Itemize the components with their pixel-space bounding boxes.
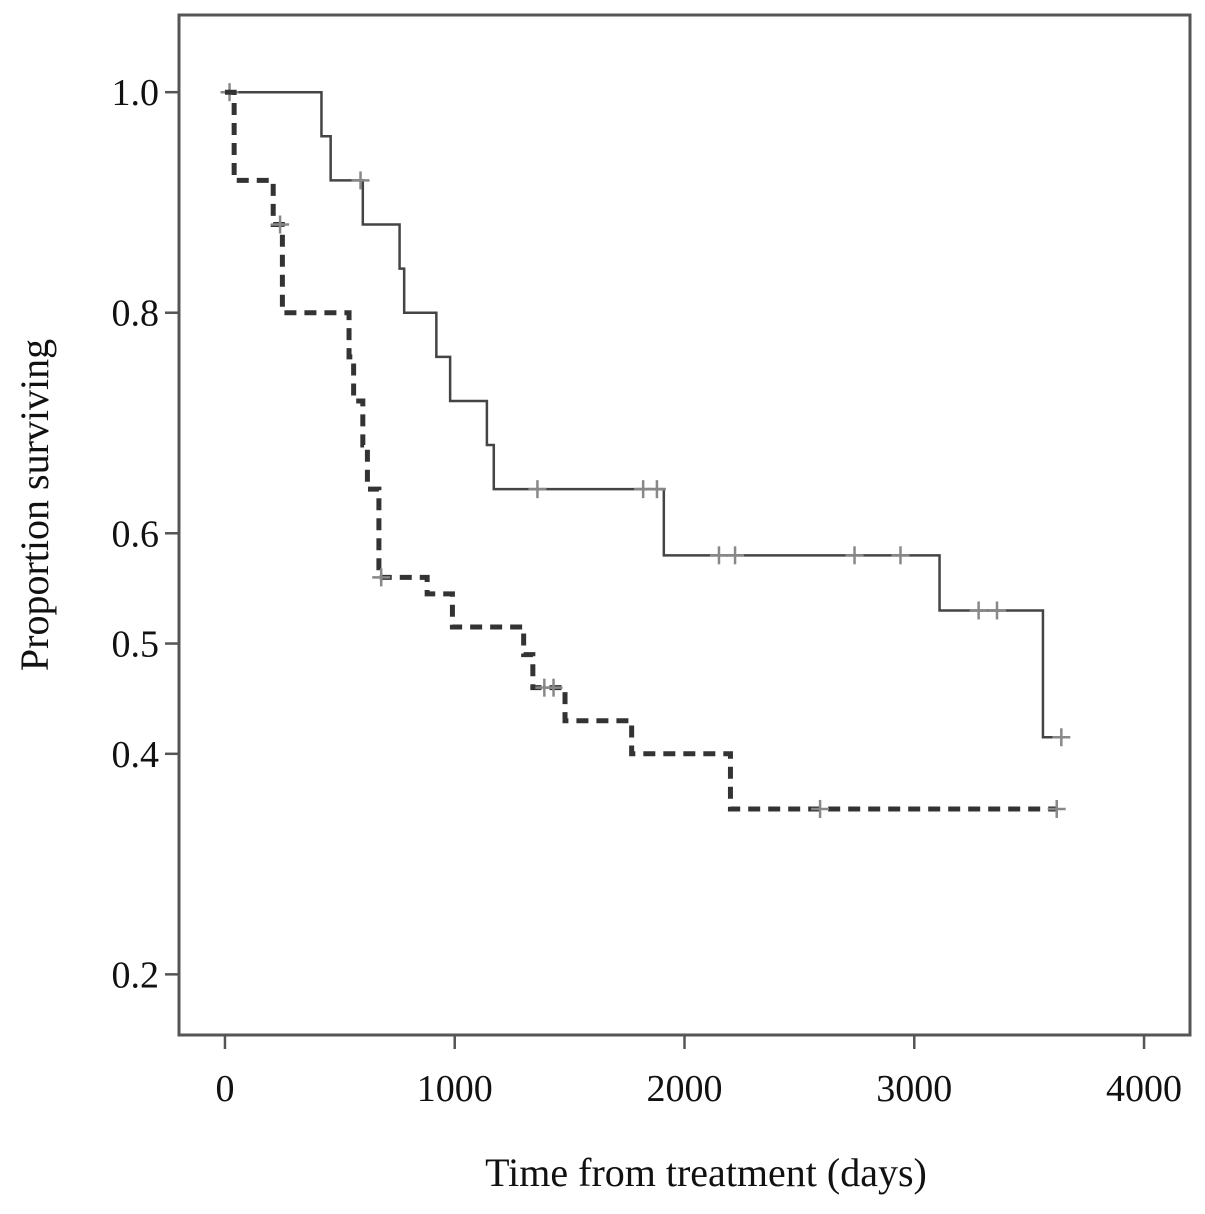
censor-mark-solid [987,601,1006,620]
censor-mark-dashed [544,678,563,697]
series-line-solid [224,90,1062,739]
censor-mark-dashed [1047,799,1066,818]
x-axis-title: Time from treatment (days) [485,1150,927,1195]
y-tick-label: 0.4 [112,734,160,776]
x-tick-label: 3000 [876,1068,952,1110]
y-tick-label: 0.5 [112,624,160,666]
y-tick-label: 0.2 [112,954,160,996]
y-tick-label: 1.0 [112,72,160,114]
censor-mark-solid [709,546,728,565]
censor-mark-solid [891,546,910,565]
censor-mark-solid [969,601,988,620]
censor-mark-dashed [372,568,391,587]
series-layer [220,83,1071,818]
x-tick-label: 0 [215,1068,234,1110]
x-tick-label: 4000 [1106,1068,1182,1110]
series-line-dashed [224,89,1057,812]
censor-mark-dashed [271,215,290,234]
y-axis-title: Proportion surviving [12,339,57,671]
censor-mark-solid [351,171,370,190]
censor-mark-dashed [811,799,830,818]
censor-mark-solid [647,480,666,499]
censor-mark-solid [1052,728,1071,747]
x-axis: 0 1000 2000 3000 4000 [215,1035,1182,1110]
x-tick-label: 2000 [647,1068,723,1110]
y-axis: 0.2 0.4 0.5 0.6 0.8 1.0 [112,72,179,996]
x-tick-label: 1000 [417,1068,493,1110]
censor-mark-solid [726,546,745,565]
censor-mark-solid [528,480,547,499]
y-tick-label: 0.6 [112,513,160,555]
censor-mark-solid [845,546,864,565]
y-tick-label: 0.8 [112,293,160,335]
